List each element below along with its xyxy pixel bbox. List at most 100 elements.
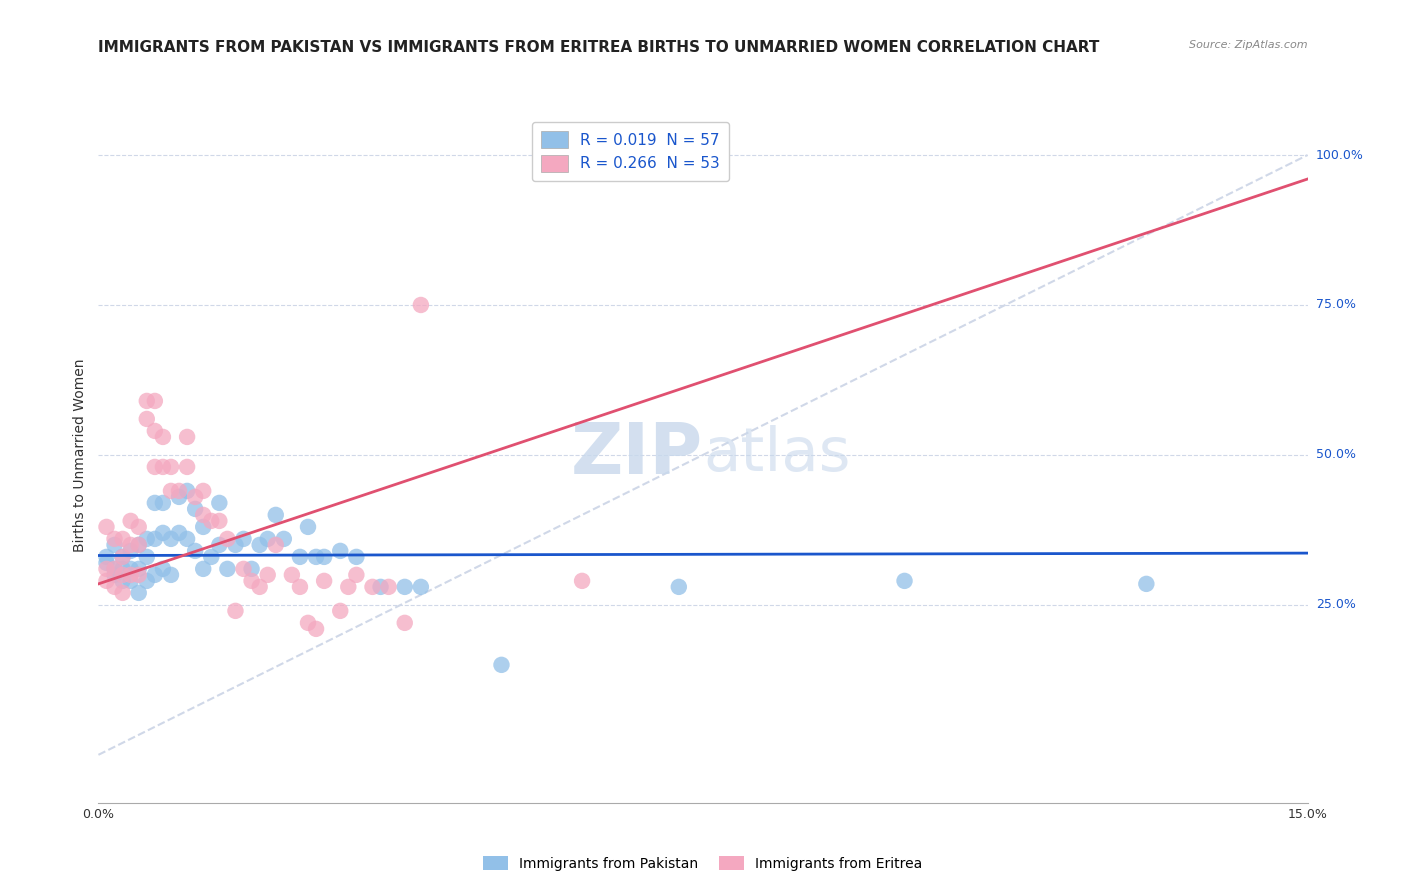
Point [377, 580, 399, 594]
Point [281, 567, 304, 582]
Point [273, 532, 295, 546]
Point [160, 567, 183, 582]
Point [668, 580, 690, 594]
Point [111, 574, 134, 588]
Point [288, 580, 311, 594]
Point [305, 622, 328, 636]
Point [135, 412, 157, 426]
Point [1135, 577, 1157, 591]
Point [103, 532, 125, 546]
Point [143, 532, 166, 546]
Point [208, 496, 231, 510]
Point [240, 562, 263, 576]
Point [370, 580, 392, 594]
Point [152, 562, 174, 576]
Legend: R = 0.019  N = 57, R = 0.266  N = 53: R = 0.019 N = 57, R = 0.266 N = 53 [531, 121, 730, 181]
Point [217, 562, 239, 576]
Point [256, 532, 278, 546]
Text: ZIP: ZIP [571, 420, 703, 490]
Point [128, 586, 150, 600]
Point [409, 580, 432, 594]
Y-axis label: Births to Unmarried Women: Births to Unmarried Women [73, 359, 87, 551]
Point [232, 562, 254, 576]
Point [167, 525, 190, 540]
Point [329, 544, 352, 558]
Point [409, 298, 432, 312]
Point [143, 393, 166, 408]
Point [111, 549, 134, 564]
Point [103, 567, 125, 582]
Point [208, 538, 231, 552]
Point [571, 574, 593, 588]
Point [160, 459, 183, 474]
Point [200, 549, 222, 564]
Point [120, 538, 142, 552]
Point [193, 520, 215, 534]
Point [135, 549, 157, 564]
Point [394, 580, 416, 594]
Point [128, 562, 150, 576]
Point [143, 567, 166, 582]
Point [314, 574, 336, 588]
Point [143, 459, 166, 474]
Text: 25.0%: 25.0% [1316, 599, 1355, 611]
Point [264, 538, 287, 552]
Point [111, 532, 134, 546]
Point [96, 520, 118, 534]
Text: Source: ZipAtlas.com: Source: ZipAtlas.com [1189, 40, 1308, 50]
Point [96, 556, 118, 570]
Point [337, 580, 360, 594]
Text: 100.0%: 100.0% [1316, 149, 1364, 161]
Point [176, 459, 198, 474]
Point [103, 562, 125, 576]
Point [96, 574, 118, 588]
Point [329, 604, 352, 618]
Point [297, 615, 319, 630]
Point [135, 393, 157, 408]
Point [96, 562, 118, 576]
Point [111, 549, 134, 564]
Text: 50.0%: 50.0% [1316, 449, 1355, 461]
Point [103, 562, 125, 576]
Point [128, 567, 150, 582]
Point [184, 544, 207, 558]
Text: 75.0%: 75.0% [1316, 299, 1355, 311]
Point [176, 532, 198, 546]
Point [297, 520, 319, 534]
Point [208, 514, 231, 528]
Point [111, 586, 134, 600]
Point [103, 580, 125, 594]
Point [167, 490, 190, 504]
Point [200, 514, 222, 528]
Point [167, 483, 190, 498]
Point [193, 508, 215, 522]
Text: IMMIGRANTS FROM PAKISTAN VS IMMIGRANTS FROM ERITREA BIRTHS TO UNMARRIED WOMEN CO: IMMIGRANTS FROM PAKISTAN VS IMMIGRANTS F… [98, 40, 1099, 55]
Point [314, 549, 336, 564]
Point [152, 496, 174, 510]
Point [103, 538, 125, 552]
Point [143, 424, 166, 438]
Point [111, 562, 134, 576]
Point [224, 604, 246, 618]
Point [176, 483, 198, 498]
Point [240, 574, 263, 588]
Point [128, 538, 150, 552]
Point [193, 562, 215, 576]
Legend: Immigrants from Pakistan, Immigrants from Eritrea: Immigrants from Pakistan, Immigrants fro… [478, 850, 928, 876]
Point [120, 514, 142, 528]
Point [120, 574, 142, 588]
Point [96, 549, 118, 564]
Point [120, 567, 142, 582]
Point [184, 502, 207, 516]
Point [152, 430, 174, 444]
Point [160, 532, 183, 546]
Point [135, 574, 157, 588]
Point [305, 549, 328, 564]
Point [394, 615, 416, 630]
Point [111, 567, 134, 582]
Text: atlas: atlas [703, 425, 851, 484]
Point [152, 459, 174, 474]
Point [193, 483, 215, 498]
Point [217, 532, 239, 546]
Point [491, 657, 513, 672]
